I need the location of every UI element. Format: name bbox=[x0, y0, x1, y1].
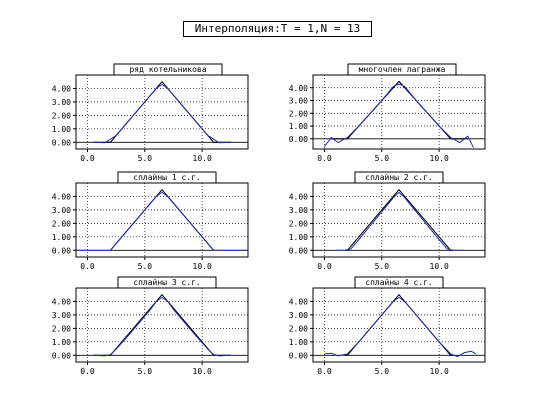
window-title: Интерполяция:T = 1,N = 13 bbox=[183, 21, 372, 37]
y-tick-label: 4.00 bbox=[289, 84, 308, 93]
y-tick-label: 3.00 bbox=[289, 311, 308, 320]
plot-frame bbox=[75, 182, 249, 258]
chart-title-box bbox=[117, 171, 217, 184]
x-tick-label: 5.0 bbox=[375, 154, 390, 163]
y-tick-label: 2.00 bbox=[52, 111, 71, 120]
y-tick-label: 2.00 bbox=[289, 324, 308, 333]
y-tick-label: 4.00 bbox=[289, 297, 308, 306]
interpolant-curve bbox=[93, 296, 231, 357]
y-tick-label: 0.00 bbox=[52, 138, 71, 147]
chart-title: ряд котельникова bbox=[129, 65, 206, 74]
interpolant-curve bbox=[93, 83, 231, 144]
x-tick-label: 0.0 bbox=[317, 154, 332, 163]
x-tick-label: 0.0 bbox=[80, 262, 95, 271]
x-tick-label: 0.0 bbox=[80, 367, 95, 376]
x-tick-label: 0.0 bbox=[317, 367, 332, 376]
x-tick-label: 5.0 bbox=[138, 154, 153, 163]
y-tick-label: 2.00 bbox=[52, 219, 71, 228]
chart-panel-5: 0.00 1.00 2.00 3.00 4.00 0.0 5.0 10.0 сплайны 3 … bbox=[52, 276, 249, 376]
chart-title-box bbox=[113, 63, 223, 76]
y-tick-label: 3.00 bbox=[289, 206, 308, 215]
chart-title-box bbox=[354, 276, 444, 289]
y-tick-label: 1.00 bbox=[52, 125, 71, 134]
y-tick-label: 0.00 bbox=[52, 246, 71, 255]
y-tick-label: 1.00 bbox=[289, 122, 308, 131]
chart-panel-1: 0.00 1.00 2.00 3.00 4.00 0.0 5.0 10.0 ряд котель… bbox=[52, 63, 249, 163]
chart-title: сплайны 1 с.г. bbox=[133, 173, 200, 182]
y-tick-label: 2.00 bbox=[289, 219, 308, 228]
x-tick-label: 0.0 bbox=[80, 154, 95, 163]
x-tick-label: 10.0 bbox=[430, 367, 449, 376]
y-tick-label: 3.00 bbox=[52, 311, 71, 320]
interpolant-curve bbox=[335, 191, 463, 251]
interpolant-curve bbox=[76, 191, 248, 251]
y-tick-label: 0.00 bbox=[289, 351, 308, 360]
y-tick-label: 4.00 bbox=[52, 297, 71, 306]
chart-title: сплайны 2 с.г. bbox=[365, 173, 432, 182]
y-tick-label: 1.00 bbox=[289, 233, 308, 242]
x-tick-label: 10.0 bbox=[193, 154, 212, 163]
plot-frame bbox=[312, 182, 486, 258]
chart-title: сплайны 4 с.г. bbox=[365, 278, 432, 287]
chart-panel-6: 0.00 1.00 2.00 3.00 4.00 0.0 5.0 10.0 сплайны 4 … bbox=[289, 276, 486, 376]
y-tick-label: 4.00 bbox=[289, 192, 308, 201]
chart-title-box bbox=[354, 171, 444, 184]
y-tick-label: 4.00 bbox=[52, 84, 71, 93]
chart-title: сплайны 3 с.г. bbox=[133, 278, 200, 287]
x-tick-label: 5.0 bbox=[138, 367, 153, 376]
y-tick-label: 1.00 bbox=[289, 338, 308, 347]
x-tick-label: 0.0 bbox=[317, 262, 332, 271]
x-tick-label: 10.0 bbox=[193, 262, 212, 271]
y-tick-label: 3.00 bbox=[52, 206, 71, 215]
x-tick-label: 5.0 bbox=[375, 262, 390, 271]
y-tick-label: 3.00 bbox=[52, 98, 71, 107]
reference-curve bbox=[345, 294, 453, 356]
chart-panel-2: 0.00 1.00 2.00 3.00 4.00 0.0 5.0 10.0 многочлен … bbox=[289, 63, 486, 163]
y-tick-label: 0.00 bbox=[289, 135, 308, 144]
reference-curve bbox=[93, 81, 231, 143]
x-tick-label: 10.0 bbox=[430, 154, 449, 163]
y-tick-label: 0.00 bbox=[52, 351, 71, 360]
x-tick-label: 5.0 bbox=[375, 367, 390, 376]
plot-frame bbox=[75, 74, 249, 150]
chart-title-box bbox=[117, 276, 217, 289]
interpolant-curve bbox=[324, 83, 474, 148]
chart-title: многочлен лагранжа bbox=[359, 65, 446, 74]
interpolant-curve bbox=[324, 296, 477, 358]
y-tick-label: 1.00 bbox=[52, 338, 71, 347]
y-tick-label: 4.00 bbox=[52, 192, 71, 201]
y-tick-label: 2.00 bbox=[52, 324, 71, 333]
x-tick-label: 5.0 bbox=[138, 262, 153, 271]
plot-frame bbox=[312, 74, 486, 150]
chart-panel-3: 0.00 1.00 2.00 3.00 4.00 0.0 5.0 10.0 сплайны 1 … bbox=[52, 171, 249, 271]
y-tick-label: 1.00 bbox=[52, 233, 71, 242]
plot-frame bbox=[312, 287, 486, 363]
plot-frame bbox=[75, 287, 249, 363]
chart-title-box bbox=[347, 63, 457, 76]
y-tick-label: 3.00 bbox=[289, 97, 308, 106]
y-tick-label: 0.00 bbox=[289, 246, 308, 255]
chart-panel-4: 0.00 1.00 2.00 3.00 4.00 0.0 5.0 10.0 сплайны 2 … bbox=[289, 171, 486, 271]
y-tick-label: 2.00 bbox=[289, 109, 308, 118]
x-tick-label: 10.0 bbox=[430, 262, 449, 271]
x-tick-label: 10.0 bbox=[193, 367, 212, 376]
